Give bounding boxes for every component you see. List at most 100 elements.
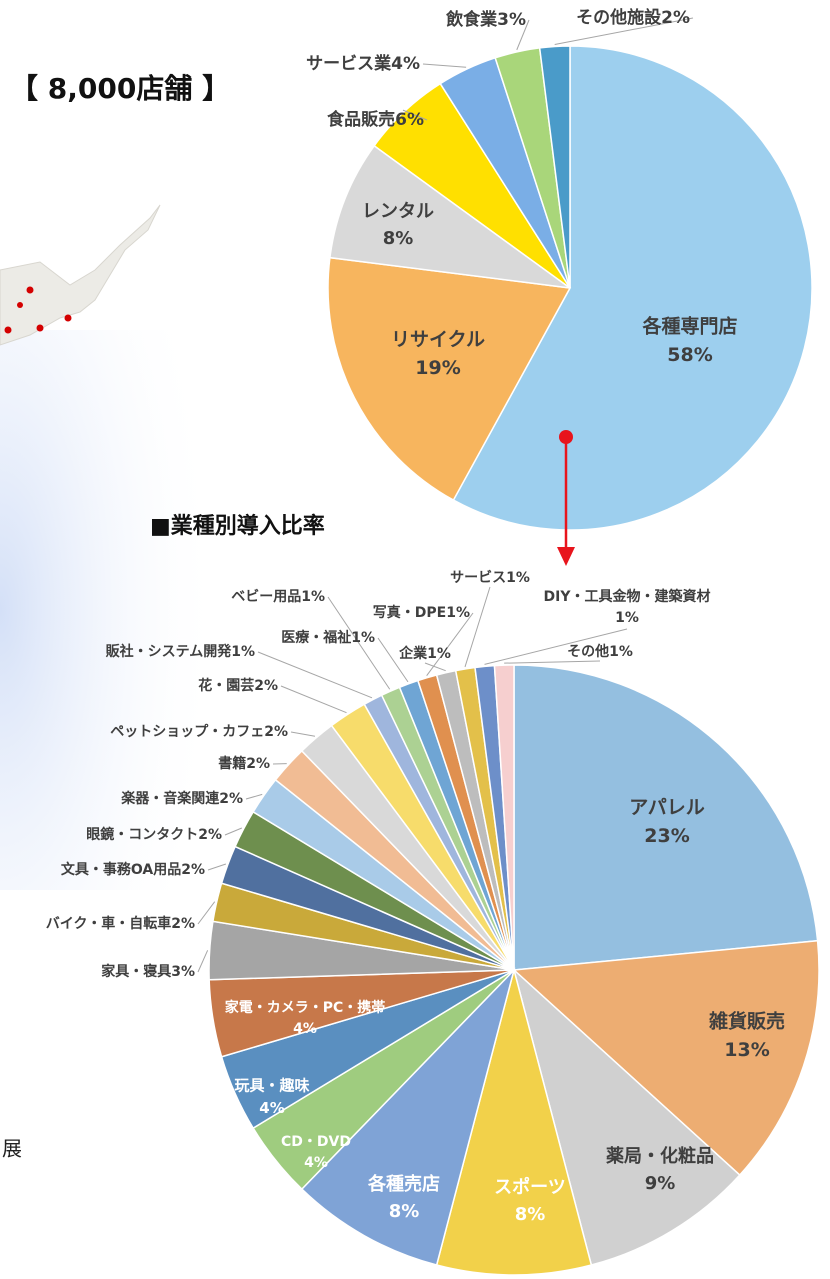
slice-value-label: 2%	[181, 862, 205, 878]
slice-label-group: ベビー用品1%	[231, 589, 325, 605]
leader-line	[424, 662, 446, 672]
slice-value-label: 2%	[246, 756, 270, 772]
slice-label: 楽器・音楽関連	[120, 790, 220, 807]
slice-label: CD・DVD	[281, 1134, 351, 1150]
slice-value-label: 1%	[231, 644, 255, 660]
leader-line	[245, 793, 263, 800]
slice-label-group: 販社・システム開発1%	[106, 643, 255, 660]
slice-value-label: 1%	[609, 644, 633, 660]
leader-line	[224, 827, 243, 836]
pie-slice	[513, 664, 819, 971]
fragment-text: 展	[2, 1137, 22, 1161]
slice-value-label: 2%	[171, 916, 195, 932]
leader-line	[402, 109, 428, 121]
slice-label-group: その他施設2%	[576, 7, 690, 28]
slice-label: スポーツ	[494, 1176, 566, 1198]
slice-label-group: サービス業4%	[306, 53, 420, 74]
pie-slice	[327, 256, 572, 502]
leader-line	[197, 901, 216, 925]
chart-title: ■業種別導入比率	[150, 513, 325, 539]
pie-slice	[493, 664, 515, 971]
slice-label: 文具・事務OA用品	[61, 861, 181, 878]
leader-line	[377, 637, 409, 683]
slice-value-label: 4%	[391, 54, 420, 74]
slice-value-label: 3%	[497, 10, 526, 30]
leader-line	[280, 685, 347, 714]
slice-label: 雑貨販売	[708, 1010, 785, 1033]
slice-value-label: 2%	[661, 8, 690, 28]
pie-slice	[435, 967, 593, 1276]
pie-slice	[329, 144, 571, 289]
slice-label-group: 食品販売6%	[327, 109, 424, 130]
slice-value-label: 58%	[667, 344, 712, 366]
leader-line	[516, 19, 530, 51]
slice-label: サービス	[450, 570, 506, 586]
slice-value-label: 23%	[644, 825, 689, 847]
slice-label: アパレル	[629, 797, 705, 819]
slice-value-label: 1%	[506, 570, 530, 586]
slice-value-label: 8%	[389, 1201, 420, 1222]
slice-value-label: 1%	[615, 610, 639, 626]
slice-label: 薬局・化粧品	[606, 1145, 714, 1167]
slice-value-label: 4%	[293, 1021, 317, 1037]
slice-value-label: 6%	[395, 110, 424, 130]
pie	[327, 45, 813, 531]
slice-label-group: 楽器・音楽関連2%	[120, 790, 243, 807]
slice-label: その他施設	[576, 7, 662, 28]
slice-value-label: 19%	[415, 357, 460, 379]
slice-value-label: 3%	[171, 964, 195, 980]
leader-line	[197, 950, 209, 973]
slice-value-label: 2%	[264, 724, 288, 740]
slice-label: レンタル	[362, 201, 434, 222]
slice-value-label: 8%	[515, 1204, 546, 1225]
slice-label: 家具・寝具	[101, 963, 171, 980]
slice-label-group: 写真・DPE1%	[373, 604, 470, 621]
pie-slice	[452, 45, 813, 531]
slice-value-label: 2%	[254, 678, 278, 694]
slice-label: バイク・車・自転車	[46, 915, 171, 932]
slice-label-group: 企業1%	[398, 645, 451, 662]
slice-label: 眼鏡・コンタクト	[86, 826, 198, 843]
slice-value-label: 1%	[446, 605, 470, 621]
slice-label: 玩具・趣味	[234, 1077, 309, 1095]
slice-label: 飲食業	[445, 9, 497, 30]
slice-value-label: 1%	[351, 630, 375, 646]
slice-value-label: 8%	[383, 228, 414, 249]
slice-value-label: 9%	[645, 1173, 676, 1194]
slice-value-label: 4%	[259, 1099, 284, 1117]
slice-label: 企業	[398, 645, 428, 662]
slice-label-group: 医療・福祉1%	[281, 629, 375, 646]
slice-label: 各種売店	[367, 1173, 440, 1195]
map-fragment	[0, 204, 161, 346]
leader-line	[504, 660, 601, 664]
slice-label: 食品販売	[327, 109, 395, 130]
leader-line	[426, 612, 474, 676]
leader-line	[464, 586, 491, 668]
leader-line	[554, 17, 694, 45]
slice-label: 花・園芸	[198, 677, 254, 694]
slice-label-group: 家具・寝具3%	[101, 963, 195, 980]
pie-slice	[512, 967, 741, 1266]
slice-label: 販社・システム開発	[106, 643, 233, 660]
slice-value-label: 2%	[198, 827, 222, 843]
slice-label-group: 飲食業3%	[445, 9, 526, 30]
slice-label: サービス業	[306, 53, 391, 74]
slice-label: DIY・工具金物・建築資材	[544, 588, 711, 605]
leader-line	[484, 628, 628, 665]
pie-slice	[300, 967, 516, 1266]
slice-label: その他	[567, 643, 609, 660]
slice-label: ベビー用品	[231, 589, 301, 605]
leader-line	[257, 651, 373, 699]
slice-label: ペットショップ・カフェ	[110, 724, 264, 740]
slice-value-label: 13%	[724, 1039, 769, 1061]
slice-label-group: 文具・事務OA用品2%	[61, 861, 205, 878]
slice-label: 家電・カメラ・PC・携帯	[225, 999, 386, 1016]
pie-slice	[538, 45, 571, 289]
slice-value-label: 4%	[304, 1155, 328, 1171]
leader-line	[422, 63, 467, 68]
slice-label: 各種専門店	[641, 315, 737, 338]
leader-line	[290, 731, 316, 737]
chart-title: 【 8,000店舗 】	[10, 72, 230, 105]
slice-label-group: バイク・車・自転車2%	[46, 915, 195, 932]
